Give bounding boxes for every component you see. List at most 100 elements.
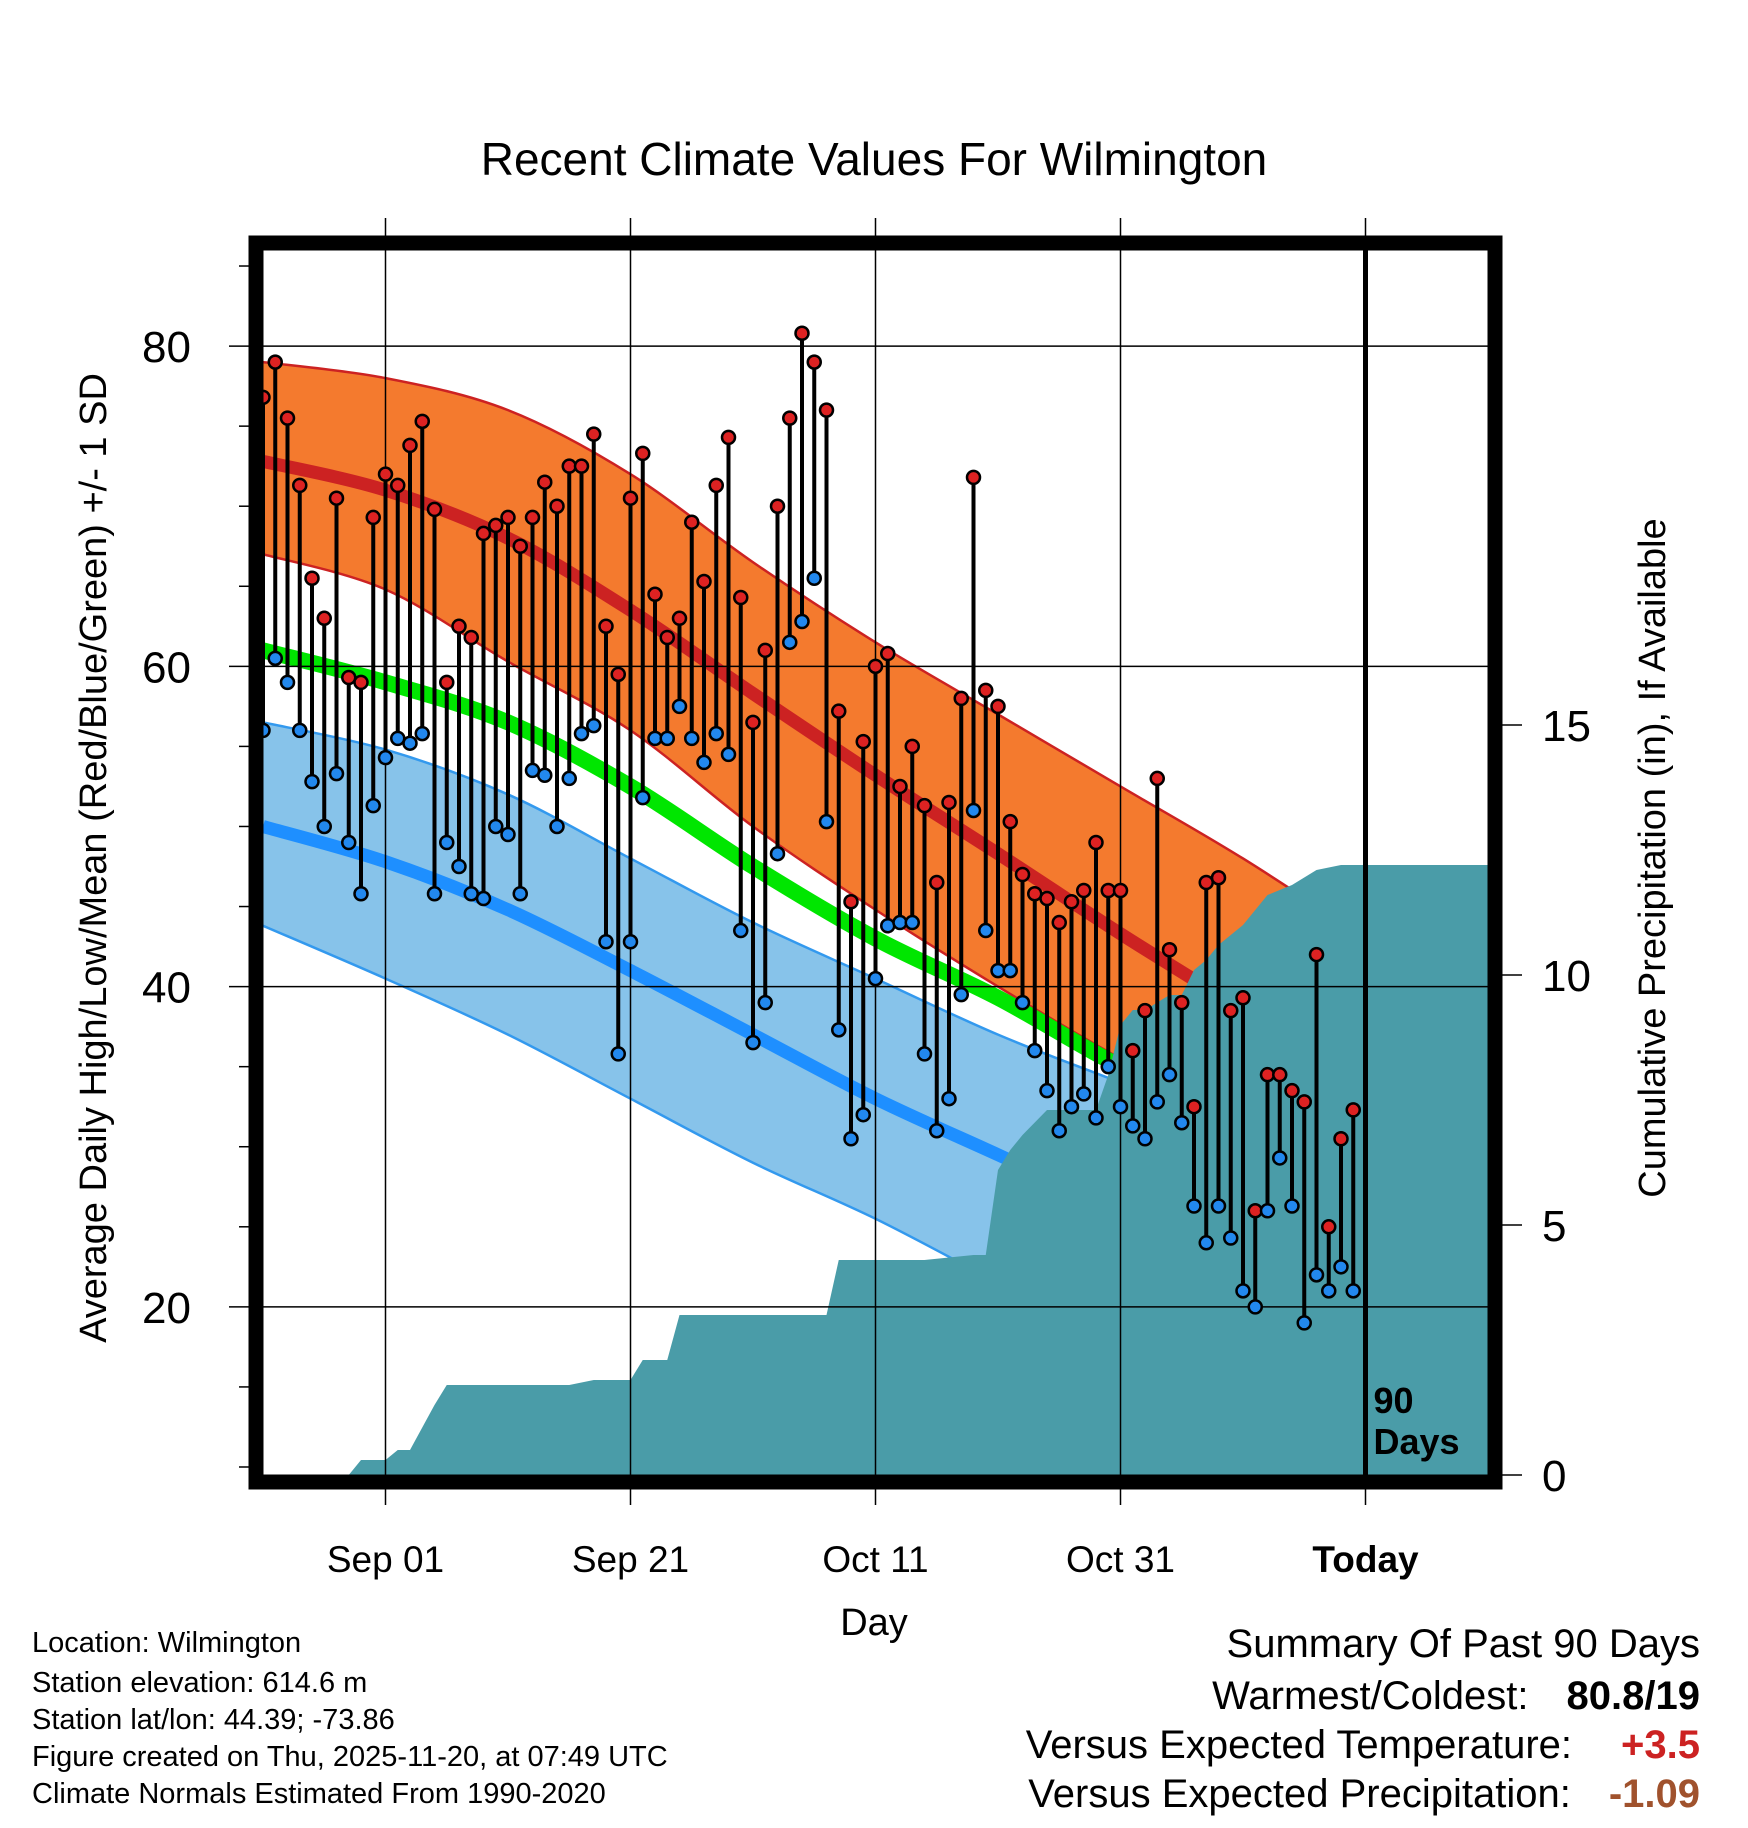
y2-tick-label: 10	[1542, 952, 1591, 1001]
y-axis-label: Average Daily High/Low/Mean (Red/Blue/Gr…	[73, 373, 115, 1343]
daily-high-point	[757, 642, 773, 659]
daily-low-point	[1333, 1259, 1349, 1275]
daily-low-point	[1149, 1094, 1165, 1110]
daily-low-point	[598, 934, 614, 950]
daily-high-point	[1137, 1002, 1153, 1019]
daily-low-point	[782, 634, 798, 651]
daily-low-point	[818, 813, 835, 830]
daily-high-point	[855, 733, 871, 750]
daily-high-point	[671, 610, 688, 627]
daily-low-point	[1321, 1283, 1337, 1299]
daily-low-point	[965, 802, 982, 819]
y2-tick-label: 5	[1542, 1202, 1566, 1251]
daily-low-point	[537, 767, 553, 783]
daily-low-point	[708, 725, 724, 742]
daily-low-point	[1296, 1315, 1312, 1331]
daily-high-point	[880, 645, 896, 662]
precip-vs-expected-label: Versus Expected Precipitation:	[1028, 1772, 1571, 1816]
daily-high-point	[279, 410, 296, 426]
daily-high-point	[390, 477, 406, 494]
daily-high-point	[1296, 1094, 1312, 1110]
daily-low-point	[794, 613, 810, 630]
daily-low-point	[880, 918, 896, 934]
daily-low-point	[671, 698, 688, 715]
daily-high-point	[537, 474, 553, 490]
daily-low-point	[316, 818, 332, 835]
daily-high-point	[782, 410, 798, 426]
daily-low-point	[1063, 1098, 1080, 1115]
y2-tick-label: 15	[1542, 702, 1591, 751]
daily-high-point	[818, 402, 835, 418]
daily-low-point	[843, 1130, 859, 1147]
daily-high-point	[1186, 1098, 1202, 1115]
info-elevation: Station elevation: 614.6 m	[32, 1667, 368, 1699]
daily-low-point	[1014, 994, 1031, 1011]
y-tick-label: 20	[142, 1284, 191, 1333]
daily-high-point	[1051, 914, 1067, 931]
daily-low-point	[1235, 1283, 1251, 1299]
daily-low-point	[1076, 1086, 1092, 1102]
daily-low-point	[978, 922, 994, 939]
daily-high-point	[1161, 942, 1178, 958]
daily-high-point	[512, 538, 528, 554]
daily-low-point	[1100, 1058, 1116, 1075]
today-annotation-line1: 90	[1374, 1380, 1414, 1421]
daily-low-point	[831, 1022, 847, 1038]
daily-low-point	[365, 797, 381, 814]
daily-high-point	[1088, 834, 1104, 851]
daily-high-point	[867, 658, 884, 675]
daily-high-point	[328, 490, 345, 506]
daily-low-point	[684, 730, 700, 747]
daily-high-point	[929, 874, 945, 891]
daily-high-point	[916, 797, 933, 814]
daily-low-point	[377, 749, 394, 766]
daily-high-point	[831, 703, 847, 719]
daily-low-point	[263, 722, 271, 739]
daily-low-point	[1174, 1114, 1190, 1131]
daily-high-point	[733, 589, 749, 606]
daily-high-point	[365, 509, 381, 526]
daily-low-point	[1284, 1198, 1300, 1214]
chart-title: Recent Climate Values For Wilmington	[481, 133, 1268, 185]
daily-low-point	[720, 746, 737, 763]
daily-high-point	[610, 666, 626, 683]
daily-high-point	[622, 490, 639, 506]
daily-high-point	[1308, 946, 1325, 963]
daily-high-point	[586, 426, 602, 442]
daily-high-point	[267, 354, 283, 370]
daily-high-point	[696, 573, 712, 590]
daily-high-point	[1210, 869, 1227, 886]
daily-high-point	[1112, 882, 1129, 899]
daily-low-point	[475, 890, 492, 907]
daily-high-point	[1076, 882, 1092, 899]
x-tick-label: Oct 31	[1066, 1539, 1175, 1580]
daily-low-point	[659, 730, 675, 747]
temp-vs-expected-value: +3.5	[1621, 1723, 1700, 1767]
warmest-value: 80.8/19	[1566, 1674, 1700, 1718]
daily-high-point	[1345, 1102, 1361, 1118]
daily-high-point	[794, 325, 810, 342]
daily-low-point	[279, 674, 296, 691]
daily-low-point	[304, 773, 320, 790]
daily-high-point	[978, 682, 994, 699]
daily-low-point	[953, 986, 969, 1003]
daily-low-point	[916, 1046, 933, 1062]
daily-low-point	[267, 650, 283, 667]
daily-low-point	[402, 735, 418, 751]
daily-high-point	[573, 458, 590, 474]
daily-high-point	[1235, 990, 1251, 1006]
station-info: Location: Wilmington Station elevation: …	[32, 1625, 668, 1813]
y-tick-label: 60	[142, 643, 191, 692]
daily-high-point	[1063, 893, 1080, 910]
daily-low-point	[610, 1046, 626, 1062]
daily-low-point	[512, 885, 528, 902]
daily-high-point	[292, 477, 308, 494]
y2-tick-label: 0	[1542, 1452, 1566, 1501]
daily-low-point	[561, 770, 577, 787]
daily-low-point	[292, 722, 308, 739]
daily-low-point	[1125, 1118, 1141, 1134]
daily-high-point	[904, 738, 920, 755]
daily-high-point	[1321, 1219, 1337, 1235]
daily-high-point	[524, 509, 541, 526]
